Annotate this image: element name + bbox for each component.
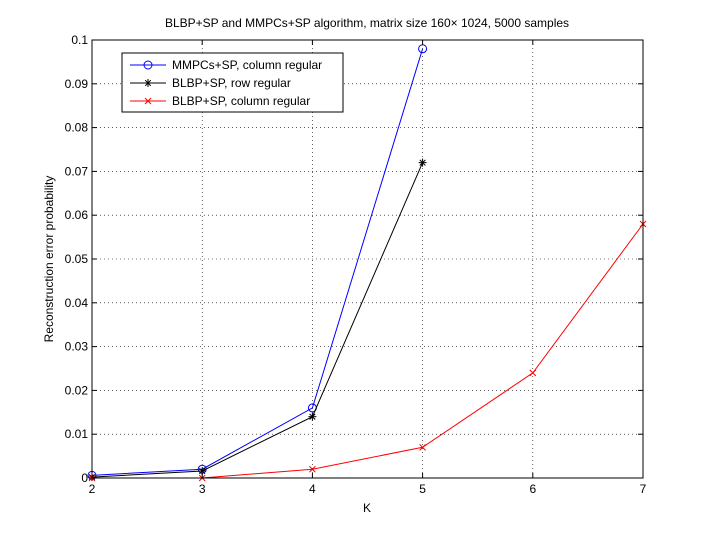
y-tick-label: 0.08 (65, 121, 89, 135)
y-tick-label: 0.06 (65, 208, 89, 222)
data-point (308, 412, 317, 421)
y-tick-label: 0.04 (65, 296, 89, 310)
x-tick-label: 4 (309, 482, 316, 496)
series-line (91, 48, 424, 476)
data-point (144, 97, 152, 105)
y-tick-label: 0.01 (65, 427, 89, 441)
ticks: 2 3 4 5 6 7 0 0.01 0.02 0.03 0.04 0.05 0.06 0.07 0.08 0… (65, 33, 647, 496)
legend-label: BLBP+SP, column regular (172, 94, 310, 108)
data-point (529, 369, 537, 377)
data-point (143, 60, 153, 70)
legend-item: MMPCs+SP, column regular (130, 58, 322, 72)
legend-item: BLBP+SP, column regular (130, 94, 310, 108)
x-tick-label: 5 (419, 482, 426, 496)
legend: MMPCs+SP, column regular BLBP+SP, row reg… (121, 52, 344, 113)
x-tick-label: 6 (529, 482, 536, 496)
legend-label: MMPCs+SP, column regular (172, 58, 322, 72)
series-line (92, 223, 644, 479)
legend-item: BLBP+SP, row regular (130, 76, 291, 90)
legend-label: BLBP+SP, row regular (172, 76, 291, 90)
data-point (309, 465, 316, 473)
data-point-stroke (419, 443, 426, 451)
data-point-stroke (309, 465, 316, 473)
data-point-stroke (144, 97, 152, 105)
series-2 (88, 158, 427, 482)
y-tick-label: 0.07 (65, 164, 89, 178)
series-line (91, 162, 424, 478)
data-point (144, 79, 152, 87)
data-point-stroke (309, 413, 316, 420)
y-tick-label: 0 (81, 471, 88, 485)
x-axis-label: K (363, 501, 371, 515)
y-axis-label: Reconstruction error probability (42, 176, 56, 343)
data-point (419, 443, 426, 451)
y-tick-label: 0.09 (65, 77, 89, 91)
chart-title: BLBP+SP and MMPCs+SP algorithm, matrix s… (165, 16, 569, 30)
x-tick-label: 3 (199, 482, 206, 496)
y-tick-label: 0.03 (65, 340, 89, 354)
data-point-stroke (419, 159, 426, 166)
y-tick-label: 0.02 (65, 383, 89, 397)
x-tick-label: 7 (640, 482, 647, 496)
x-tick-label: 2 (89, 482, 96, 496)
y-tick-label: 0.05 (65, 252, 89, 266)
data-point-stroke (529, 369, 537, 377)
data-point-stroke (199, 467, 206, 475)
data-point (418, 158, 427, 167)
y-tick-label: 0.1 (71, 33, 88, 47)
series-3 (88, 220, 647, 482)
data-point-stroke (144, 79, 152, 87)
